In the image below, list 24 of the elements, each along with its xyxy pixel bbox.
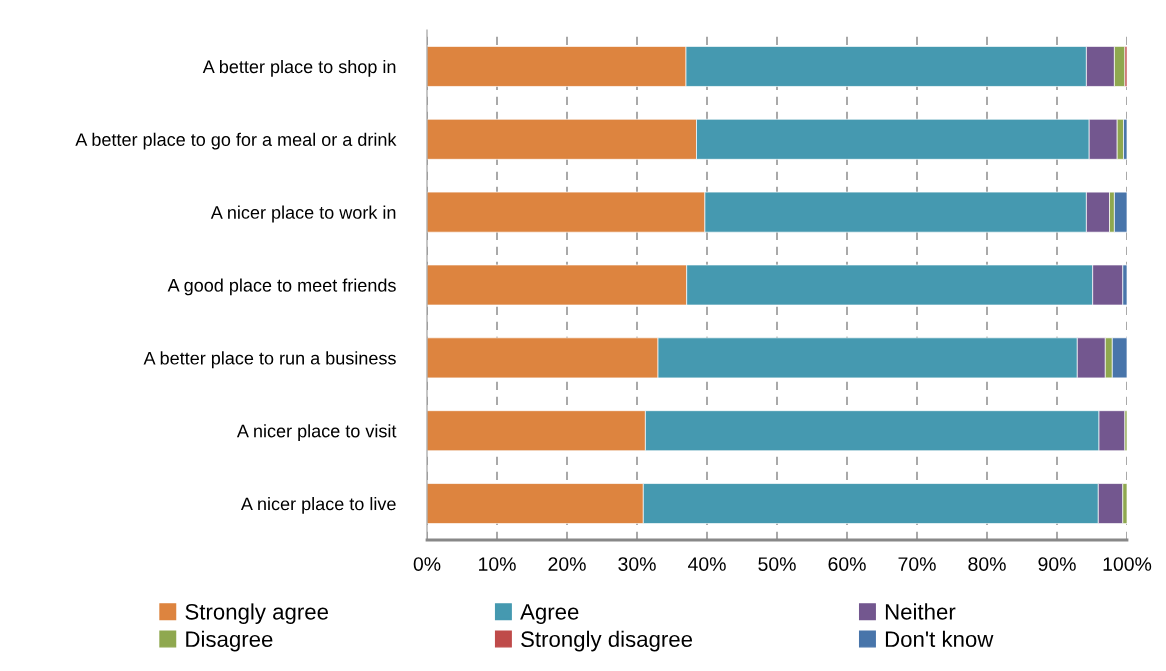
x-tick-label: 20%: [548, 557, 586, 571]
x-tick-label: 30%: [618, 557, 656, 571]
y-tick-label: A better place to shop in: [202, 59, 396, 77]
legend-label: Don't know: [885, 630, 994, 648]
x-tick-label: 70%: [898, 557, 936, 571]
y-tick-label: A nicer place to live: [240, 497, 396, 514]
legend-label: Strongly disagree: [521, 630, 693, 652]
y-tick-label: A better place to run a business: [143, 351, 396, 369]
y-tick-label: A good place to meet friends: [167, 278, 396, 296]
legend-label: Strongly agree: [185, 603, 328, 625]
x-tick-label: 90%: [1038, 557, 1076, 571]
x-tick-label: 0%: [413, 557, 441, 571]
x-tick-label: 60%: [828, 557, 866, 571]
y-tick-label: A nicer place to visit: [236, 424, 397, 441]
x-tick-label: 50%: [758, 557, 796, 571]
legend-label: Neither: [885, 603, 956, 620]
legend-label: Disagree: [186, 630, 273, 652]
y-tick-label: A better place to go for a meal or a drink: [75, 132, 397, 150]
legend-label: Agree: [520, 604, 579, 625]
x-tick-label: 80%: [968, 557, 1006, 571]
y-tick-label: A nicer place to work in: [210, 205, 396, 223]
x-tick-label: 10%: [479, 557, 516, 571]
x-tick-label: 40%: [687, 557, 726, 571]
x-tick-label: 100%: [1103, 557, 1152, 571]
